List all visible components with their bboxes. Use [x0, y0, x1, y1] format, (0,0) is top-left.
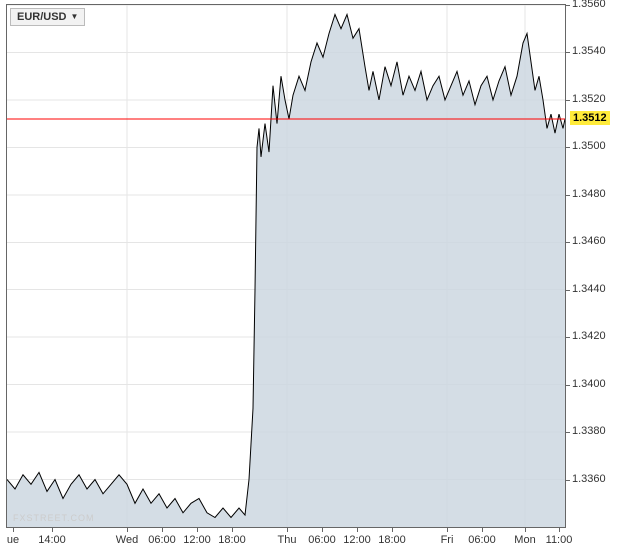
y-tick-label: 1.3420	[572, 330, 606, 342]
x-tick-mark	[287, 528, 288, 532]
x-tick-label: 12:00	[183, 534, 211, 546]
x-tick-mark	[52, 528, 53, 532]
pair-label: EUR/USD	[17, 11, 67, 23]
x-tick-label: ue	[7, 534, 19, 546]
x-tick-label: Mon	[514, 534, 535, 546]
y-tick-label: 1.3460	[572, 235, 606, 247]
y-tick-label: 1.3520	[572, 93, 606, 105]
y-tick-mark	[566, 52, 570, 53]
x-tick-label: Wed	[116, 534, 138, 546]
x-tick-mark	[322, 528, 323, 532]
x-tick-mark	[357, 528, 358, 532]
watermark: FXSTREET.COM	[13, 513, 95, 523]
y-tick-label: 1.3560	[572, 0, 606, 10]
x-tick-mark	[13, 528, 14, 532]
y-tick-label: 1.3440	[572, 283, 606, 295]
forex-chart: EUR/USD ▼ FXSTREET.COM 1.3512 1.3560 1.35…	[0, 0, 618, 555]
x-tick-label: 14:00	[38, 534, 66, 546]
y-tick-label: 1.3480	[572, 188, 606, 200]
x-tick-mark	[447, 528, 448, 532]
y-tick-label: 1.3540	[572, 45, 606, 57]
y-tick-label: 1.3360	[572, 473, 606, 485]
x-tick-label: 06:00	[468, 534, 496, 546]
x-tick-mark	[197, 528, 198, 532]
x-tick-label: 12:00	[343, 534, 371, 546]
x-tick-label: 11:00	[546, 534, 573, 546]
y-tick-mark	[566, 100, 570, 101]
y-tick-label: 1.3500	[572, 140, 606, 152]
y-tick-mark	[566, 195, 570, 196]
current-price-badge: 1.3512	[570, 111, 610, 125]
chevron-down-icon: ▼	[71, 13, 79, 21]
x-tick-label: Thu	[278, 534, 297, 546]
y-tick-mark	[566, 385, 570, 386]
y-tick-mark	[566, 290, 570, 291]
x-tick-label: 18:00	[218, 534, 246, 546]
x-tick-mark	[127, 528, 128, 532]
x-tick-label: 06:00	[148, 534, 176, 546]
y-tick-label: 1.3380	[572, 425, 606, 437]
x-tick-mark	[162, 528, 163, 532]
y-tick-mark	[566, 337, 570, 338]
y-tick-mark	[566, 480, 570, 481]
chart-svg	[7, 5, 565, 527]
pair-selector[interactable]: EUR/USD ▼	[10, 8, 85, 26]
x-tick-mark	[392, 528, 393, 532]
x-tick-mark	[482, 528, 483, 532]
y-tick-label: 1.3400	[572, 378, 606, 390]
x-tick-mark	[232, 528, 233, 532]
y-tick-mark	[566, 242, 570, 243]
plot-area: EUR/USD ▼ FXSTREET.COM	[6, 4, 566, 528]
y-tick-mark	[566, 432, 570, 433]
y-tick-mark	[566, 5, 570, 6]
x-tick-mark	[525, 528, 526, 532]
y-tick-mark	[566, 147, 570, 148]
x-tick-mark	[559, 528, 560, 532]
x-tick-label: 06:00	[308, 534, 336, 546]
x-tick-label: Fri	[441, 534, 454, 546]
x-tick-label: 18:00	[378, 534, 406, 546]
